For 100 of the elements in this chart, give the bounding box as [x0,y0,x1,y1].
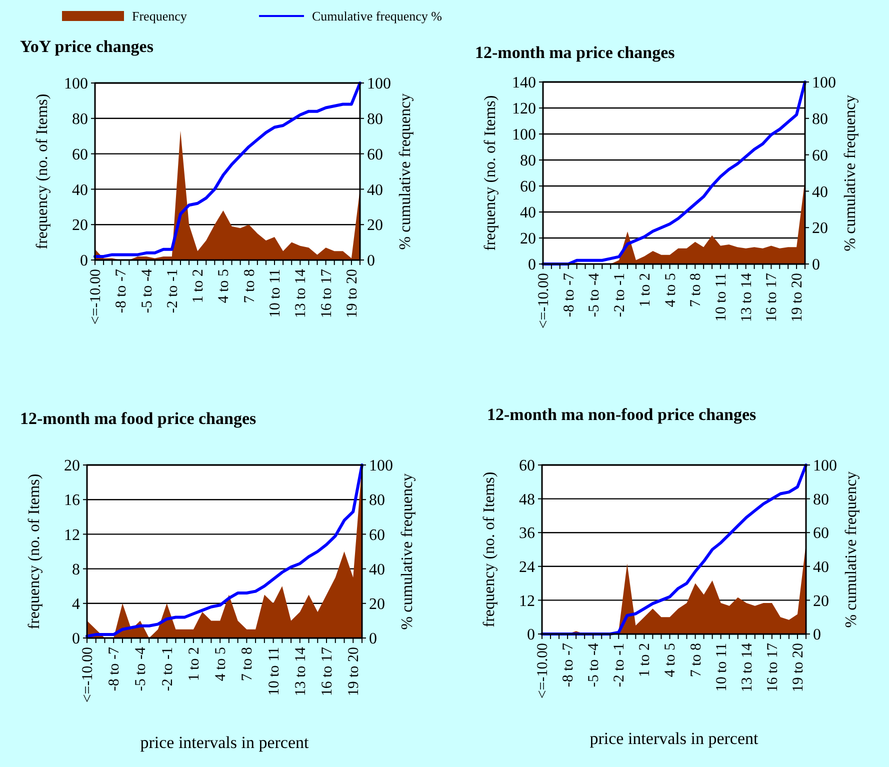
y-tick-label: 16 [64,492,80,510]
y2-tick-label: 20 [812,220,828,238]
x-tick-label: 7 to 8 [240,647,256,682]
x-tick-label: 10 to 11 [713,273,730,322]
y-tick-label: 80 [72,111,88,128]
y-tick-label: 24 [519,559,535,576]
y-tick-label: 0 [72,630,80,648]
y2-tick-label: 60 [369,526,385,544]
x-tick-label: 4 to 5 [662,273,679,308]
y-tick-label: 80 [520,152,536,170]
y-axis-title: frequency (no. of Items) [34,94,51,250]
x-tick-label: 10 to 11 [714,643,730,692]
x-tick-label: 1 to 2 [186,647,202,682]
y-tick-label: 36 [519,525,535,542]
x-tick-label: -8 to -7 [106,646,123,692]
x-tick-label: 13 to 14 [738,272,755,322]
line-series [542,80,806,266]
y2-tick-label: 60 [367,146,383,164]
y2-axis-title: % cumulative frequency [399,473,416,630]
x-tick-label: 16 to 17 [764,642,781,692]
y-tick-label: 4 [72,596,80,613]
chart-title: 12-month ma price changes [475,43,676,62]
x-tick-label: 1 to 2 [637,273,654,308]
x-tick-label: -8 to -7 [114,268,130,314]
y2-tick-label: 0 [812,256,820,274]
x-axis-title: price intervals in percent [140,733,310,752]
x-tick-label: -2 to -1 [612,273,628,318]
y-tick-label: 100 [512,126,536,144]
y2-tick-label: 100 [812,74,836,92]
y-tick-label: 8 [72,561,80,578]
x-tick-label: 10 to 11 [266,647,282,696]
y2-tick-label: 20 [813,592,829,610]
y2-tick-label: 100 [367,76,391,93]
x-tick-label: 1 to 2 [637,643,654,678]
y2-tick-label: 100 [813,458,837,475]
y-tick-label: 12 [519,592,535,610]
y2-tick-label: 100 [369,458,393,475]
x-tick-label: 16 to 17 [764,272,780,322]
line-series [540,464,808,636]
y2-tick-label: 40 [369,561,385,578]
line-series [94,82,362,258]
y2-tick-label: 60 [812,147,828,164]
x-tick-label: -2 to -1 [164,269,181,314]
y-tick-label: 120 [512,100,536,118]
x-axis-title: price intervals in percent [590,729,759,748]
x-tick-label: <=-10.00 [535,643,551,699]
x-tick-label: 19 to 20 [790,643,806,692]
y2-tick-label: 20 [369,596,385,613]
y-tick-label: 48 [519,491,535,508]
y-tick-label: 0 [528,256,536,274]
x-tick-label: 7 to 8 [242,269,258,304]
y-tick-label: 40 [520,204,536,222]
x-tick-label: 16 to 17 [318,268,335,318]
x-tick-label: <=-10.00 [536,273,552,329]
x-tick-label: 13 to 14 [292,646,309,696]
x-tick-label: -5 to -4 [133,646,150,692]
x-tick-label: -8 to -7 [560,642,577,688]
y-tick-label: 20 [64,458,80,475]
y2-tick-label: 0 [367,252,375,270]
x-tick-label: 7 to 8 [688,273,704,308]
y2-tick-label: 40 [367,182,383,199]
x-tick-label: -5 to -4 [586,272,603,318]
legend-label: Cumulative frequency % [312,8,442,24]
x-tick-label: 4 to 5 [662,643,679,678]
y2-tick-label: 80 [812,111,828,128]
y-tick-label: 40 [72,182,88,199]
chart-title: 12-month ma non-food price changes [487,405,757,424]
y2-tick-label: 80 [367,111,383,128]
x-tick-label: -5 to -4 [586,642,602,688]
x-tick-label: 19 to 20 [346,647,362,696]
chart-title: YoY price changes [20,37,154,56]
y-tick-label: 0 [80,252,88,270]
x-tick-label: 13 to 14 [293,268,310,318]
y2-tick-label: 80 [813,491,829,508]
y2-tick-label: 60 [813,525,829,542]
y-tick-label: 60 [72,146,88,164]
x-tick-label: 13 to 14 [739,642,756,692]
y-tick-label: 60 [519,458,535,475]
x-tick-label: -2 to -1 [160,647,176,692]
x-tick-label: 4 to 5 [213,647,230,682]
x-tick-label: <=-10.00 [80,647,96,703]
y2-axis-title: % cumulative frequency [842,94,859,252]
x-tick-label: 4 to 5 [216,269,232,304]
y-tick-label: 20 [72,217,88,234]
x-tick-label: -5 to -4 [139,268,156,314]
y2-tick-label: 20 [367,217,383,234]
y-axis-title: frequency (no. of Items) [26,474,43,630]
x-tick-label: -2 to -1 [612,643,628,688]
y2-tick-label: 0 [369,630,377,648]
y-tick-label: 20 [520,230,536,248]
x-tick-label: 19 to 20 [790,273,806,322]
x-tick-label: <=-10.00 [88,269,104,325]
y-tick-label: 0 [527,626,535,644]
x-tick-label: -8 to -7 [561,272,578,318]
x-tick-label: 1 to 2 [190,269,207,304]
x-tick-label: 10 to 11 [268,269,284,318]
y-axis-title: frequency (no. of Items) [482,95,499,251]
y-tick-label: 100 [64,76,88,93]
chart-title: 12-month ma food price changes [20,409,256,428]
y2-tick-label: 0 [813,626,821,644]
